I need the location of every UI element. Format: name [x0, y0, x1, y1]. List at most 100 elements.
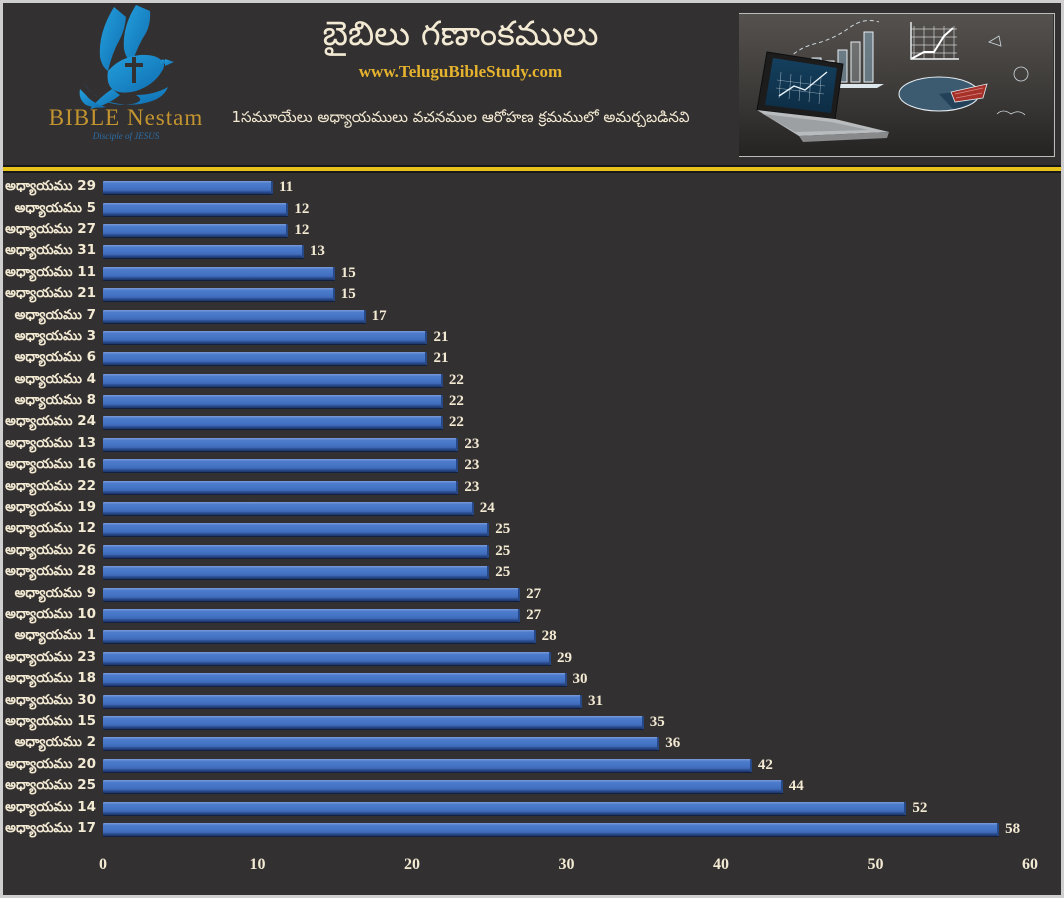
value-label: 28 — [541, 628, 557, 645]
bar-row: అధ్యాయము 13 23 — [3, 434, 1061, 455]
category-label: అధ్యాయము 27 — [5, 220, 96, 237]
bar — [103, 523, 490, 537]
value-label: 25 — [495, 521, 511, 538]
category-label: అధ్యాయము 2 — [14, 734, 96, 751]
bar-row: అధ్యాయము 19 24 — [3, 498, 1061, 519]
bar-row: అధ్యాయము 9 27 — [3, 583, 1061, 604]
bar-row: అధ్యాయము 23 29 — [3, 648, 1061, 669]
bar — [103, 330, 428, 344]
bar-row: అధ్యాయము 28 25 — [3, 562, 1061, 583]
x-tick-label: 0 — [99, 856, 107, 874]
bar-row: అధ్యాయము 26 25 — [3, 541, 1061, 562]
value-label: 36 — [665, 735, 681, 752]
category-label: అధ్యాయము 7 — [14, 306, 96, 323]
bar-row: అధ్యాయము 5 12 — [3, 198, 1061, 219]
bar-row: అధ్యాయము 4 22 — [3, 370, 1061, 391]
bar-row: అధ్యాయము 21 15 — [3, 284, 1061, 305]
value-label: 31 — [587, 692, 603, 709]
value-label: 22 — [448, 393, 464, 410]
bar — [103, 480, 459, 494]
bar-row: అధ్యాయము 25 44 — [3, 776, 1061, 797]
bar — [103, 609, 521, 622]
chart-subtitle: 1సమూయేలు అధ్యాయములు వచనముల ఆరోహణ క్రమముల… — [231, 107, 690, 126]
category-label: అధ్యాయము 29 — [5, 178, 96, 195]
logo-name: BIBLE Nestam — [48, 105, 204, 130]
dove-cross-hand-icon — [79, 5, 174, 109]
category-label: అధ్యాయము 19 — [5, 499, 96, 516]
bar — [103, 822, 1000, 836]
category-label: అధ్యాయము 15 — [5, 712, 96, 729]
category-label: అధ్యాయము 28 — [5, 563, 96, 580]
bar-row: అధ్యాయము 22 23 — [3, 476, 1061, 497]
page-title: బైబిలు గణాంకములు — [322, 14, 599, 54]
bar — [103, 288, 335, 302]
header-titles: బైబిలు గణాంకములు www.TeluguBibleStudy.co… — [188, 13, 733, 130]
bar — [103, 801, 907, 815]
category-label: అధ్యాయము 26 — [5, 541, 96, 558]
bar — [103, 202, 289, 216]
bar-row: అధ్యాయము 16 23 — [3, 455, 1061, 476]
category-label: అధ్యాయము 9 — [14, 584, 96, 601]
value-label: 42 — [757, 756, 773, 773]
bar — [103, 266, 335, 280]
bar-row: అధ్యాయము 1 28 — [3, 626, 1061, 647]
bar — [103, 502, 474, 516]
bar — [103, 416, 443, 430]
category-label: అధ్యాయము 1 — [14, 627, 96, 644]
x-tick-label: 30 — [558, 856, 575, 874]
category-label: అధ్యాయము 11 — [5, 263, 96, 280]
bar-row: అధ్యాయము 20 42 — [3, 755, 1061, 776]
category-label: అధ్యాయము 3 — [14, 327, 96, 344]
bar-row: అధ్యాయము 10 27 — [3, 605, 1061, 626]
value-label: 17 — [371, 307, 387, 324]
bar-row: అధ్యాయము 29 11 — [3, 177, 1061, 198]
value-label: 58 — [1005, 820, 1021, 837]
bar — [103, 352, 428, 366]
bar-row: అధ్యాయము 24 22 — [3, 412, 1061, 433]
category-label: అధ్యాయము 31 — [5, 242, 96, 259]
category-label: అధ్యాయము 6 — [14, 349, 96, 366]
value-label: 27 — [526, 585, 542, 602]
laptop-charts-illustration — [739, 14, 1053, 156]
x-axis: 0 10 20 30 40 50 60 — [3, 840, 1061, 892]
value-label: 22 — [448, 371, 464, 388]
value-label: 25 — [495, 542, 511, 559]
bar — [103, 181, 273, 195]
bar — [103, 395, 443, 409]
category-label: అధ్యాయము 14 — [5, 798, 96, 815]
x-tick-label: 10 — [249, 856, 266, 874]
bar-row: అధ్యాయము 18 30 — [3, 669, 1061, 690]
bar-row: అధ్యాయము 27 12 — [3, 220, 1061, 241]
x-tick-label: 40 — [713, 856, 729, 874]
value-label: 52 — [912, 799, 928, 816]
bar — [103, 566, 490, 580]
value-label: 13 — [309, 243, 325, 260]
bar — [103, 245, 304, 259]
gold-divider — [3, 165, 1061, 173]
bar — [103, 630, 536, 644]
value-label: 23 — [464, 457, 480, 474]
value-label: 27 — [526, 607, 542, 623]
bar — [103, 437, 459, 451]
bar — [103, 673, 567, 687]
value-label: 22 — [448, 414, 464, 431]
website-url: www.TeluguBibleStudy.com — [358, 61, 563, 81]
bible-nestam-logo: BIBLE Nestam Disciple of JESUS — [21, 5, 231, 141]
bar-rows: అధ్యాయము 29 11 అధ్యాయము 5 12 అధ్యాయము 27 12 అధ… — [3, 177, 1061, 840]
x-tick-label: 50 — [867, 856, 884, 874]
category-label: అధ్యాయము 10 — [5, 606, 96, 622]
value-label: 11 — [278, 179, 294, 196]
analytics-photo — [739, 13, 1055, 157]
value-label: 24 — [479, 500, 495, 517]
bar — [103, 651, 552, 665]
value-label: 23 — [464, 435, 480, 452]
bar — [103, 758, 752, 772]
bar — [103, 737, 660, 751]
bar — [103, 544, 490, 558]
category-label: అధ్యాయము 8 — [14, 392, 96, 409]
bar — [103, 587, 521, 601]
bar-row: అధ్యాయము 11 15 — [3, 263, 1061, 284]
category-label: అధ్యాయము 20 — [5, 755, 96, 772]
category-label: అధ్యాయము 22 — [5, 477, 96, 494]
bar-row: అధ్యాయము 17 58 — [3, 819, 1061, 840]
